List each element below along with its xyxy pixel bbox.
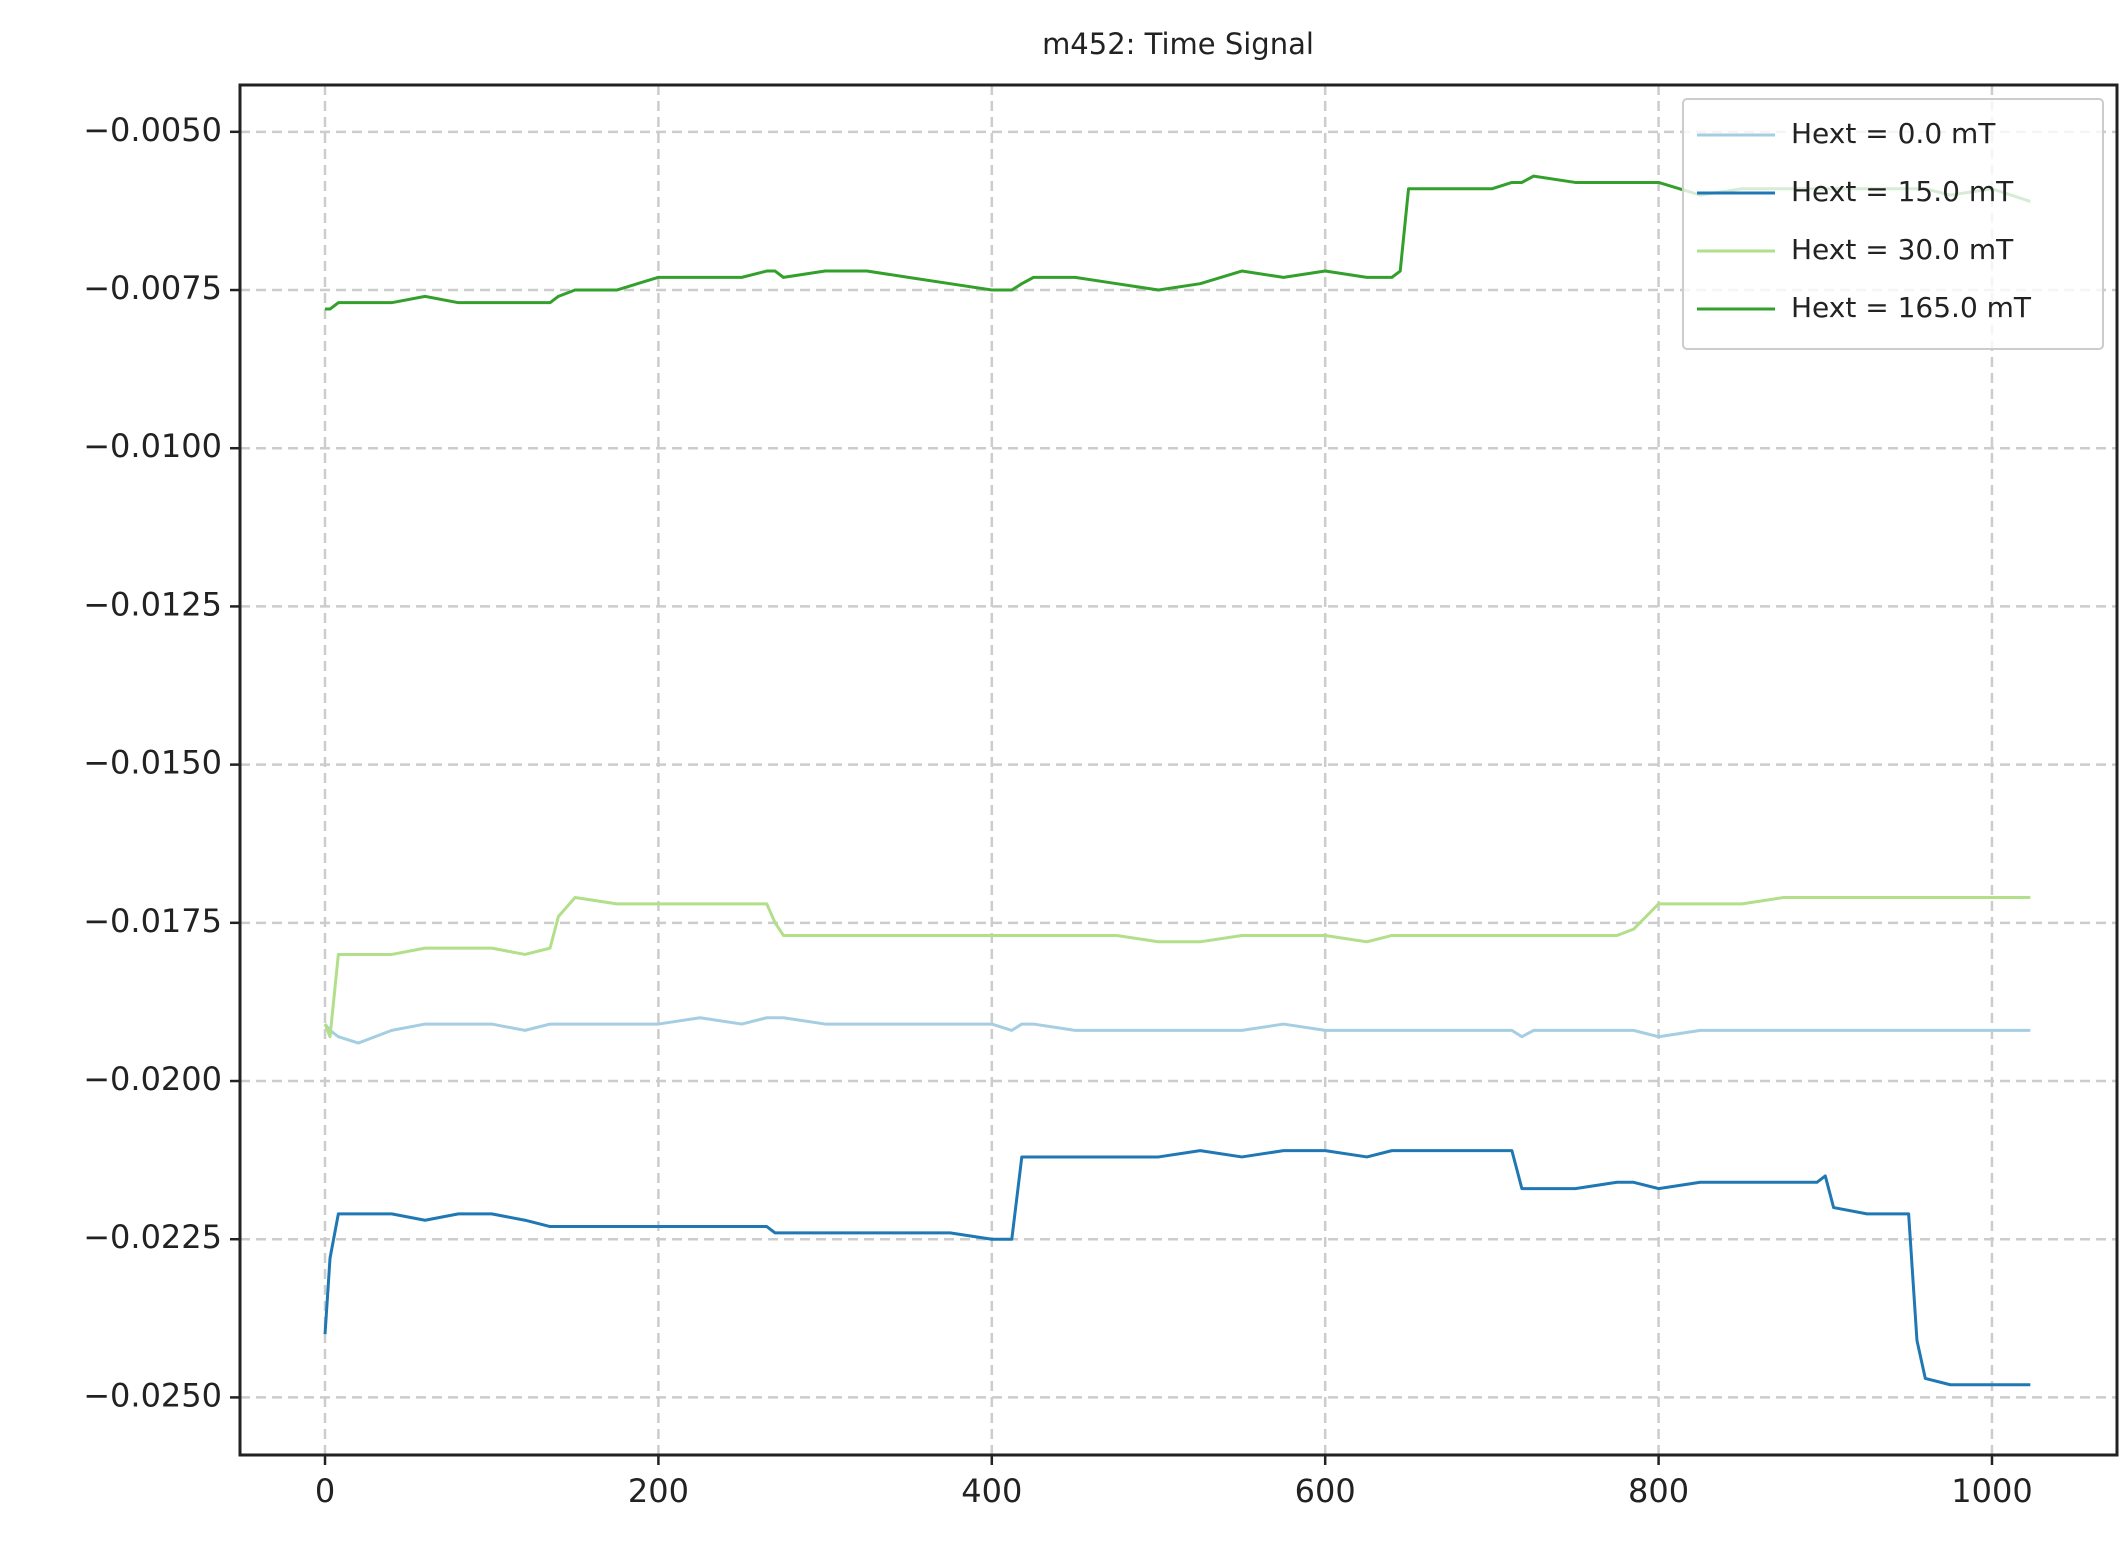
legend-label: Hext = 165.0 mT: [1791, 291, 2032, 324]
plot-frame: [238, 83, 2119, 1457]
series-line: [323, 1016, 2031, 1045]
y-tick-label: −0.0100: [83, 427, 222, 465]
y-tick-label: −0.0175: [83, 902, 222, 940]
y-tick-label: −0.0050: [83, 111, 222, 149]
series-line: [323, 896, 2031, 1039]
x-tick-label: 600: [1295, 1472, 1356, 1510]
legend-box: [1682, 98, 2104, 350]
legend-label: Hext = 0.0 mT: [1791, 117, 1996, 150]
x-tick-label: 0: [315, 1472, 335, 1510]
x-tick-label: 800: [1628, 1472, 1689, 1510]
y-tick-label: −0.0150: [83, 744, 222, 782]
legend-label: Hext = 15.0 mT: [1791, 175, 2014, 208]
chart-title: m452: Time Signal: [1042, 27, 1314, 61]
legend-label: Hext = 30.0 mT: [1791, 233, 2014, 266]
x-tick-label: 400: [961, 1472, 1022, 1510]
y-tick-label: −0.0125: [83, 585, 222, 623]
y-tick-label: −0.0250: [83, 1376, 222, 1414]
y-tick-label: −0.0075: [83, 269, 222, 307]
series-line: [323, 1149, 2031, 1387]
x-tick-label: 1000: [1951, 1472, 2032, 1510]
y-tick-label: −0.0225: [83, 1218, 222, 1256]
y-tick-label: −0.0200: [83, 1060, 222, 1098]
x-tick-label: 200: [628, 1472, 689, 1510]
legend: Hext = 0.0 mT Hext = 15.0 mT Hext = 30.0 m…: [1682, 98, 2104, 350]
